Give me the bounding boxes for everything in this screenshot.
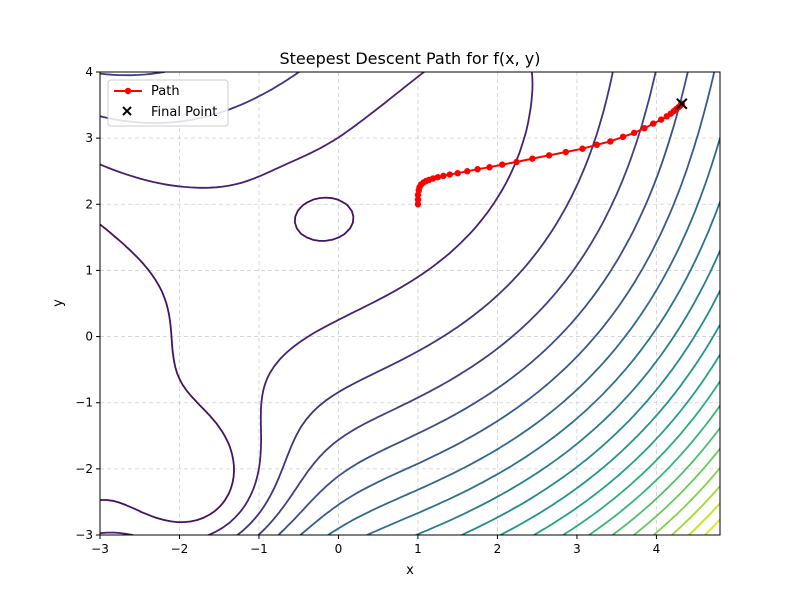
contour-line	[704, 518, 720, 535]
contour-line	[100, 72, 534, 535]
path-point	[545, 152, 553, 159]
legend-path-marker	[124, 87, 132, 95]
path-point	[607, 138, 614, 145]
path-point	[454, 169, 461, 177]
x-tick-label: 4	[653, 542, 661, 556]
contour-line	[562, 380, 720, 535]
path-point	[513, 158, 520, 166]
contour-line	[652, 467, 720, 535]
path-point	[619, 133, 627, 141]
contour-line	[366, 200, 720, 535]
y-tick-label: 2	[85, 197, 93, 211]
y-axis-label: y	[51, 299, 66, 307]
contour-line	[670, 485, 720, 535]
y-tick-label: 1	[85, 263, 93, 277]
path-point	[562, 148, 569, 156]
y-tick-label: 4	[85, 65, 93, 79]
contour-lines	[100, 72, 720, 535]
x-tick-label: −2	[171, 542, 189, 556]
x-tick-label: 0	[335, 542, 343, 556]
path-point	[414, 196, 422, 203]
x-tick-label: 3	[573, 542, 581, 556]
final-point-marker	[676, 98, 688, 110]
x-tick-label: 2	[494, 542, 502, 556]
path-point	[529, 155, 536, 162]
legend-label-path: Path	[151, 84, 180, 99]
y-tick-label: −3	[75, 528, 93, 542]
path-point	[446, 171, 453, 178]
x-tick-label: 1	[414, 542, 422, 556]
contour-line	[688, 502, 720, 535]
contour-line	[611, 427, 720, 535]
path-point	[657, 116, 665, 123]
x-axis-label: x	[406, 563, 414, 578]
y-tick-label: 3	[85, 131, 93, 145]
path-point	[486, 164, 493, 171]
path-point	[464, 168, 471, 175]
path-point	[440, 172, 447, 180]
contour-line	[299, 72, 716, 535]
path-point	[630, 129, 638, 137]
plot-frame	[99, 71, 721, 536]
contour-line	[100, 72, 657, 535]
path-point	[499, 161, 506, 168]
contour-line	[277, 72, 689, 535]
x-tick-label: −1	[250, 542, 268, 556]
contour-line	[460, 289, 720, 535]
path-point	[650, 120, 657, 127]
path-point	[593, 141, 600, 148]
y-tick-label: −1	[75, 396, 93, 410]
contour-line	[327, 137, 720, 535]
y-axis-ticks: −3 −2 −1 0 1 2 3 4	[75, 65, 100, 542]
x-tick-label: −3	[91, 542, 109, 556]
y-tick-label: −2	[75, 462, 93, 476]
legend-final-point-marker	[122, 106, 132, 116]
y-tick-label: 0	[85, 330, 93, 344]
contour-line	[633, 447, 720, 535]
path-point	[641, 125, 648, 132]
x-axis-ticks: −3 −2 −1 0 1 2 3 4	[91, 535, 660, 556]
contour-line	[533, 353, 720, 535]
path-point	[414, 201, 422, 208]
path-point	[434, 173, 442, 181]
final-point-stroke	[676, 98, 688, 110]
path-point	[474, 166, 481, 173]
path-point	[579, 145, 586, 152]
contour-line	[588, 404, 720, 535]
contour-line	[499, 323, 720, 535]
grid	[100, 72, 720, 535]
legend-label-final-point: Final Point	[151, 105, 217, 120]
legend: Path Final Point	[107, 79, 229, 127]
chart-title: Steepest Descent Path for f(x, y)	[280, 49, 541, 68]
contour-line	[100, 196, 355, 523]
